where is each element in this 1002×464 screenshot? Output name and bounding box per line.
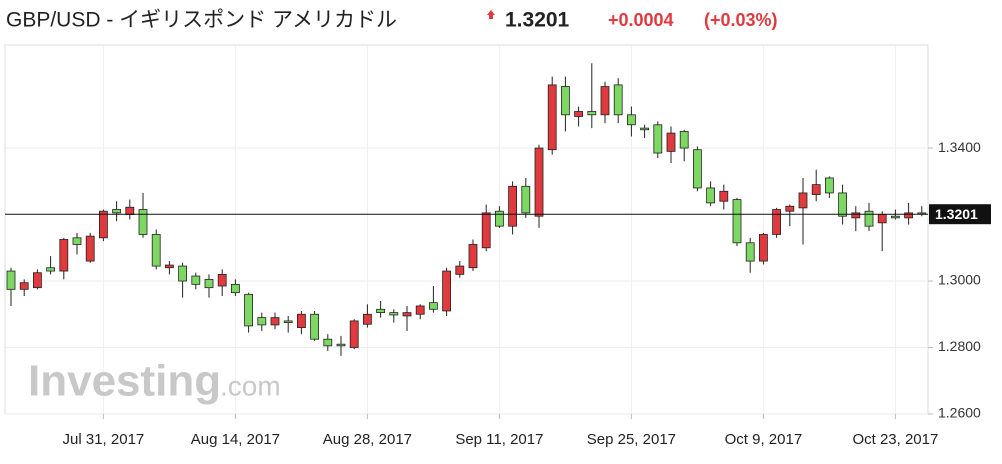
candle-body bbox=[693, 149, 702, 189]
up-arrow-icon bbox=[487, 10, 495, 19]
candle-body bbox=[217, 273, 227, 287]
watermark-suffix: .com bbox=[220, 370, 281, 401]
candle-body bbox=[204, 278, 214, 289]
x-tick-label: Oct 23, 2017 bbox=[852, 431, 938, 448]
candle-body bbox=[547, 84, 557, 151]
current-price-label: 1.3201 bbox=[935, 206, 978, 222]
candle-body bbox=[600, 86, 610, 116]
candle-body bbox=[481, 212, 491, 249]
candle-body bbox=[389, 312, 399, 316]
candle-body bbox=[772, 209, 781, 235]
candle-body bbox=[244, 293, 254, 327]
candle-body bbox=[640, 127, 649, 131]
candle-body bbox=[508, 185, 518, 227]
candle-body bbox=[415, 305, 425, 315]
candle-body bbox=[323, 338, 333, 347]
current-price: 1.3201 bbox=[505, 9, 570, 32]
watermark-brand: Investing bbox=[28, 357, 221, 406]
candle-body bbox=[587, 111, 597, 116]
candle-body bbox=[283, 320, 293, 323]
candle-body bbox=[230, 283, 240, 294]
candle-body bbox=[125, 206, 135, 215]
candle-body bbox=[257, 317, 267, 326]
x-tick-label: Jul 31, 2017 bbox=[63, 431, 145, 448]
candle-body bbox=[296, 313, 306, 328]
candle-body bbox=[679, 131, 689, 149]
candle-body bbox=[428, 302, 438, 310]
candle-body bbox=[72, 237, 82, 245]
candle-body bbox=[838, 192, 847, 217]
candle-body bbox=[534, 147, 544, 217]
y-tick-label: 1.3400 bbox=[938, 139, 981, 155]
x-tick-label: Oct 9, 2017 bbox=[725, 431, 803, 448]
candle-body bbox=[349, 320, 359, 348]
candle-body bbox=[270, 317, 280, 326]
candle-body bbox=[851, 212, 861, 219]
candle-body bbox=[468, 244, 478, 269]
candle-body bbox=[33, 272, 42, 289]
candle-body bbox=[653, 124, 663, 154]
candle-body bbox=[785, 205, 795, 212]
price-change-percent: (+0.03%) bbox=[704, 10, 778, 30]
candle-body bbox=[164, 264, 174, 269]
candle-body bbox=[798, 192, 808, 209]
candle-body bbox=[46, 267, 55, 272]
y-tick-label: 1.2800 bbox=[938, 338, 981, 354]
candle-body bbox=[521, 185, 531, 214]
candle-body bbox=[574, 111, 583, 117]
candle-body bbox=[745, 242, 755, 262]
x-tick-label: Sep 25, 2017 bbox=[587, 431, 676, 448]
candle-body bbox=[825, 177, 834, 194]
candle-body bbox=[310, 313, 320, 340]
candle-body bbox=[191, 275, 201, 285]
candle-body bbox=[151, 234, 161, 267]
candle-body bbox=[99, 210, 108, 239]
x-tick-label: Aug 14, 2017 bbox=[191, 431, 280, 448]
candle-body bbox=[402, 312, 412, 317]
candle-body bbox=[178, 265, 188, 282]
candle-body bbox=[759, 234, 768, 262]
x-tick-label: Aug 28, 2017 bbox=[323, 431, 412, 448]
x-tick-label: Sep 11, 2017 bbox=[455, 431, 543, 448]
current-price-box bbox=[929, 204, 991, 225]
y-tick-label: 1.3000 bbox=[938, 272, 981, 288]
candle-body bbox=[6, 270, 16, 290]
candle-body bbox=[19, 282, 29, 290]
candle-body bbox=[138, 209, 148, 235]
candle-body bbox=[376, 308, 386, 314]
candle-body bbox=[85, 235, 95, 262]
instrument-title: GBP/USD - イギリスポンド アメリカドル bbox=[6, 9, 397, 32]
candle-body bbox=[362, 313, 372, 325]
candle-body bbox=[811, 184, 821, 195]
candle-body bbox=[561, 86, 570, 116]
candle-body bbox=[442, 270, 452, 312]
candle-body bbox=[877, 214, 887, 224]
candle-body bbox=[719, 190, 729, 202]
y-tick-label: 1.2600 bbox=[938, 405, 981, 421]
candle-body bbox=[864, 210, 874, 227]
candle-body bbox=[666, 132, 676, 152]
candles bbox=[6, 63, 927, 356]
candle-body bbox=[904, 212, 913, 219]
candle-body bbox=[112, 209, 121, 214]
candle-body bbox=[627, 114, 636, 126]
grid bbox=[5, 45, 928, 415]
candle-body bbox=[494, 210, 504, 227]
candle-body bbox=[891, 215, 900, 219]
price-change: +0.0004 bbox=[608, 10, 674, 30]
candle-body bbox=[336, 343, 346, 347]
candle-body bbox=[59, 239, 69, 272]
candle-body bbox=[613, 84, 623, 116]
candle-body bbox=[706, 187, 715, 204]
candle-body bbox=[732, 199, 742, 244]
candle-body bbox=[455, 265, 465, 275]
